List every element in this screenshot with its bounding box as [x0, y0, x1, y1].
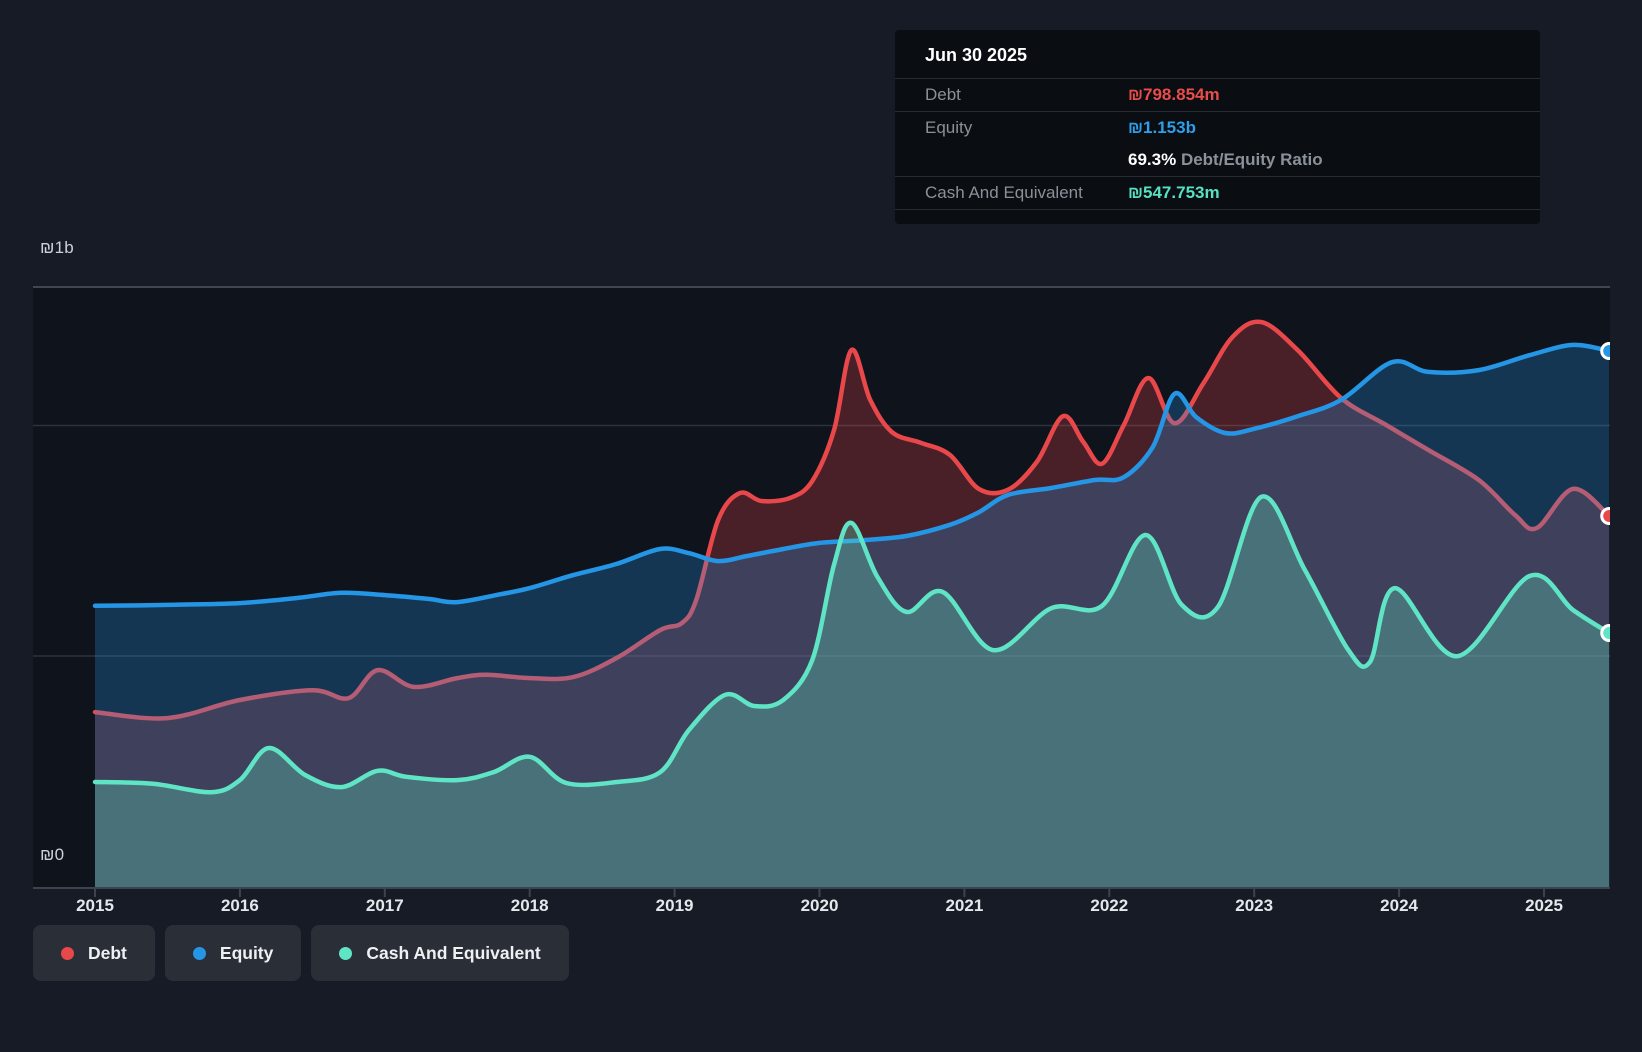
line-equity — [92, 342, 1610, 609]
area-fill-cash-and-equivalent — [95, 496, 1610, 888]
tooltip-value-debt: ₪798.854m — [1128, 85, 1220, 104]
x-axis-year-label: 2016 — [220, 896, 259, 915]
tooltip-ratio: 69.3% Debt/Equity Ratio — [1128, 144, 1323, 176]
axis-ticks — [94, 888, 1545, 897]
area-fill-equity — [95, 344, 1610, 888]
legend-label: Cash And Equivalent — [366, 942, 541, 963]
legend-item-debt[interactable]: Debt — [33, 925, 155, 981]
legend-dot-icon — [61, 946, 74, 960]
tooltip-ratio-label: Debt/Equity Ratio — [1180, 150, 1323, 169]
tooltip-row-cash: Cash And Equivalent ₪547.753m — [895, 177, 1540, 210]
legend-item-equity[interactable]: Equity — [164, 925, 302, 981]
tooltip-row-ratio: 69.3% Debt/Equity Ratio — [895, 144, 1540, 177]
tooltip-row-debt: Debt ₪798.854m — [895, 79, 1540, 112]
tooltip-label-debt: Debt — [925, 85, 961, 104]
tooltip-date: Jun 30 2025 — [895, 30, 1540, 79]
x-axis-year-label: 2021 — [945, 896, 984, 915]
x-axis-year-label: 2022 — [1090, 896, 1129, 915]
end-marker-debt — [1600, 506, 1610, 525]
end-marker-equity — [1600, 341, 1610, 360]
tooltip-panel: Jun 30 2025 Debt ₪798.854m Equity ₪1.153… — [895, 30, 1540, 224]
x-axis-year-label: 2018 — [510, 896, 549, 915]
x-axis-year-label: 2023 — [1235, 896, 1274, 915]
tooltip-ratio-value: 69.3% — [1128, 150, 1177, 169]
legend-label: Debt — [88, 942, 127, 963]
legend-dot-icon — [192, 946, 206, 960]
legend-item-cash-and-equivalent[interactable]: Cash And Equivalent — [311, 925, 569, 981]
series-group — [92, 319, 1610, 889]
y-axis-label-top: ₪1b — [40, 238, 74, 257]
legend: Debt Equity Cash And Equivalent — [33, 925, 569, 981]
tooltip-row-equity: Equity ₪1.153b — [895, 112, 1540, 144]
y-axis-label-zero: ₪0 — [40, 845, 65, 864]
x-axis-year-label: 2020 — [800, 896, 839, 915]
x-axis-year-label: 2019 — [655, 896, 694, 915]
legend-dot-icon — [339, 946, 353, 960]
tooltip-value-equity: ₪1.153b — [1128, 118, 1196, 137]
line-cash-and-equivalent — [92, 494, 1610, 795]
x-axis-year-label: 2015 — [76, 896, 114, 915]
x-axis-year-label: 2024 — [1380, 896, 1418, 915]
x-axis-year-label: 2017 — [365, 896, 404, 915]
line-debt — [92, 319, 1610, 721]
plot-background — [33, 287, 1610, 888]
tooltip-label-cash: Cash And Equivalent — [925, 183, 1083, 202]
area-fill-debt — [95, 321, 1610, 889]
end-marker-cash-and-equivalent — [1600, 623, 1610, 642]
tooltip-label-equity: Equity — [925, 118, 973, 137]
tooltip-value-cash: ₪547.753m — [1128, 183, 1220, 202]
x-axis-year-label: 2025 — [1525, 896, 1563, 915]
legend-label: Equity — [219, 942, 274, 963]
